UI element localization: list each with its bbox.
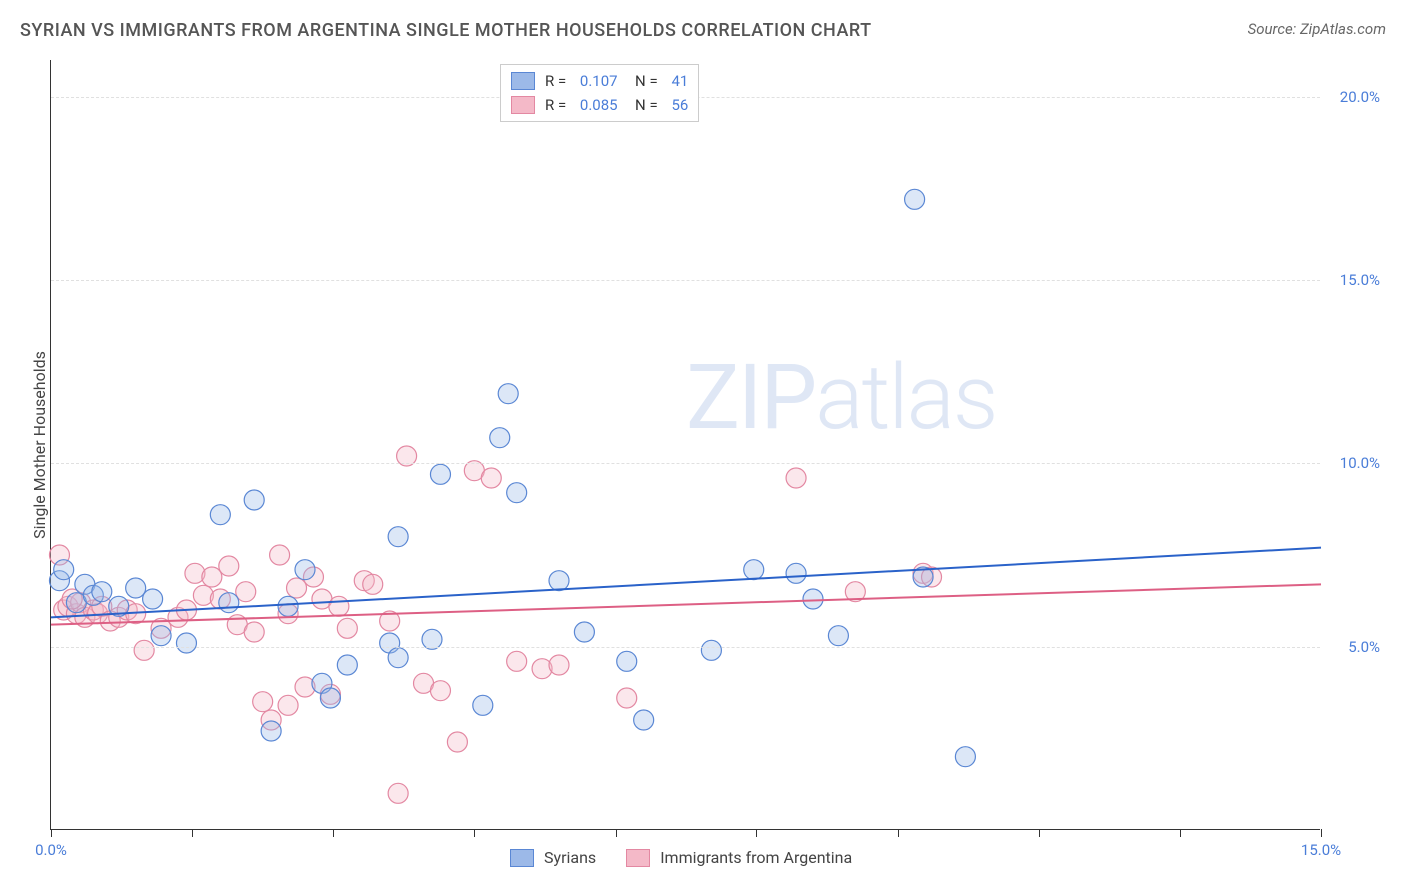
legend-swatch (626, 849, 650, 867)
gridline (51, 463, 1320, 464)
data-point (447, 732, 467, 752)
legend-series: Syrians Immigrants from Argentina (510, 848, 852, 867)
data-point (270, 545, 290, 565)
data-point (473, 695, 493, 715)
legend-series-label: Immigrants from Argentina (660, 848, 852, 867)
legend-r-value: 0.085 (580, 93, 618, 117)
data-point (278, 596, 298, 616)
legend-r-label: R = (545, 93, 570, 117)
legend-n-value: 41 (671, 69, 688, 93)
legend-series-label: Syrians (544, 848, 596, 867)
legend-r-label: R = (545, 69, 570, 93)
data-point (549, 655, 569, 675)
plot-area: ZIPatlas 5.0%10.0%15.0%20.0%0.0%15.0% (50, 60, 1320, 830)
legend-n-label: N = (628, 93, 662, 117)
data-point (803, 589, 823, 609)
data-point (430, 681, 450, 701)
data-point (143, 589, 163, 609)
y-tick-label: 20.0% (1340, 88, 1380, 106)
legend-n-value: 56 (671, 93, 688, 117)
data-point (574, 622, 594, 642)
legend-r-value: 0.107 (580, 69, 618, 93)
source-label: Source: ZipAtlas.com (1248, 20, 1386, 38)
y-axis-title: Single Mother Households (30, 351, 49, 539)
legend-swatch (511, 72, 535, 90)
data-point (92, 582, 112, 602)
data-point (176, 633, 196, 653)
data-point (481, 468, 501, 488)
data-point (905, 189, 925, 209)
data-point (828, 626, 848, 646)
data-point (244, 622, 264, 642)
legend-swatch (510, 849, 534, 867)
data-point (253, 692, 273, 712)
data-point (244, 490, 264, 510)
data-point (507, 651, 527, 671)
data-point (388, 783, 408, 803)
data-point (490, 428, 510, 448)
x-tick (898, 829, 899, 837)
data-point (388, 648, 408, 668)
gridline (51, 647, 1320, 648)
data-point (955, 747, 975, 767)
scatter-svg (51, 60, 1321, 830)
chart-title: SYRIAN VS IMMIGRANTS FROM ARGENTINA SING… (20, 20, 872, 41)
data-point (134, 640, 154, 660)
data-point (320, 688, 340, 708)
x-tick-label: 0.0% (35, 841, 67, 859)
data-point (151, 626, 171, 646)
x-tick (756, 829, 757, 837)
data-point (295, 560, 315, 580)
legend-series-item: Immigrants from Argentina (626, 848, 852, 867)
data-point (54, 560, 74, 580)
y-tick-label: 15.0% (1340, 271, 1380, 289)
data-point (549, 571, 569, 591)
data-point (701, 640, 721, 660)
x-tick (1180, 829, 1181, 837)
y-tick-label: 5.0% (1348, 638, 1380, 656)
y-tick-label: 10.0% (1340, 454, 1380, 472)
data-point (236, 582, 256, 602)
x-tick (616, 829, 617, 837)
data-point (507, 483, 527, 503)
x-tick-label: 15.0% (1301, 841, 1341, 859)
x-tick (192, 829, 193, 837)
data-point (337, 618, 357, 638)
data-point (202, 567, 222, 587)
data-point (278, 695, 298, 715)
x-tick (51, 829, 52, 837)
data-point (261, 721, 281, 741)
data-point (498, 384, 518, 404)
data-point (126, 578, 146, 598)
data-point (634, 710, 654, 730)
data-point (744, 560, 764, 580)
legend-swatch (511, 96, 535, 114)
data-point (329, 596, 349, 616)
x-tick (333, 829, 334, 837)
legend-n-label: N = (628, 69, 662, 93)
data-point (363, 574, 383, 594)
x-tick (1321, 829, 1322, 837)
data-point (388, 527, 408, 547)
data-point (430, 464, 450, 484)
data-point (287, 578, 307, 598)
legend-series-item: Syrians (510, 848, 596, 867)
x-tick (1039, 829, 1040, 837)
gridline (51, 280, 1320, 281)
legend-stat-row: R = 0.107 N = 41 (511, 69, 688, 93)
data-point (210, 505, 230, 525)
data-point (219, 556, 239, 576)
legend-stat-row: R = 0.085 N = 56 (511, 93, 688, 117)
x-tick (474, 829, 475, 837)
title-bar: SYRIAN VS IMMIGRANTS FROM ARGENTINA SING… (20, 20, 1386, 41)
data-point (337, 655, 357, 675)
data-point (786, 468, 806, 488)
chart-container: SYRIAN VS IMMIGRANTS FROM ARGENTINA SING… (0, 0, 1406, 892)
data-point (617, 688, 637, 708)
data-point (617, 651, 637, 671)
data-point (786, 563, 806, 583)
data-point (219, 593, 239, 613)
legend-correlation: R = 0.107 N = 41 R = 0.085 N = 56 (500, 64, 699, 122)
